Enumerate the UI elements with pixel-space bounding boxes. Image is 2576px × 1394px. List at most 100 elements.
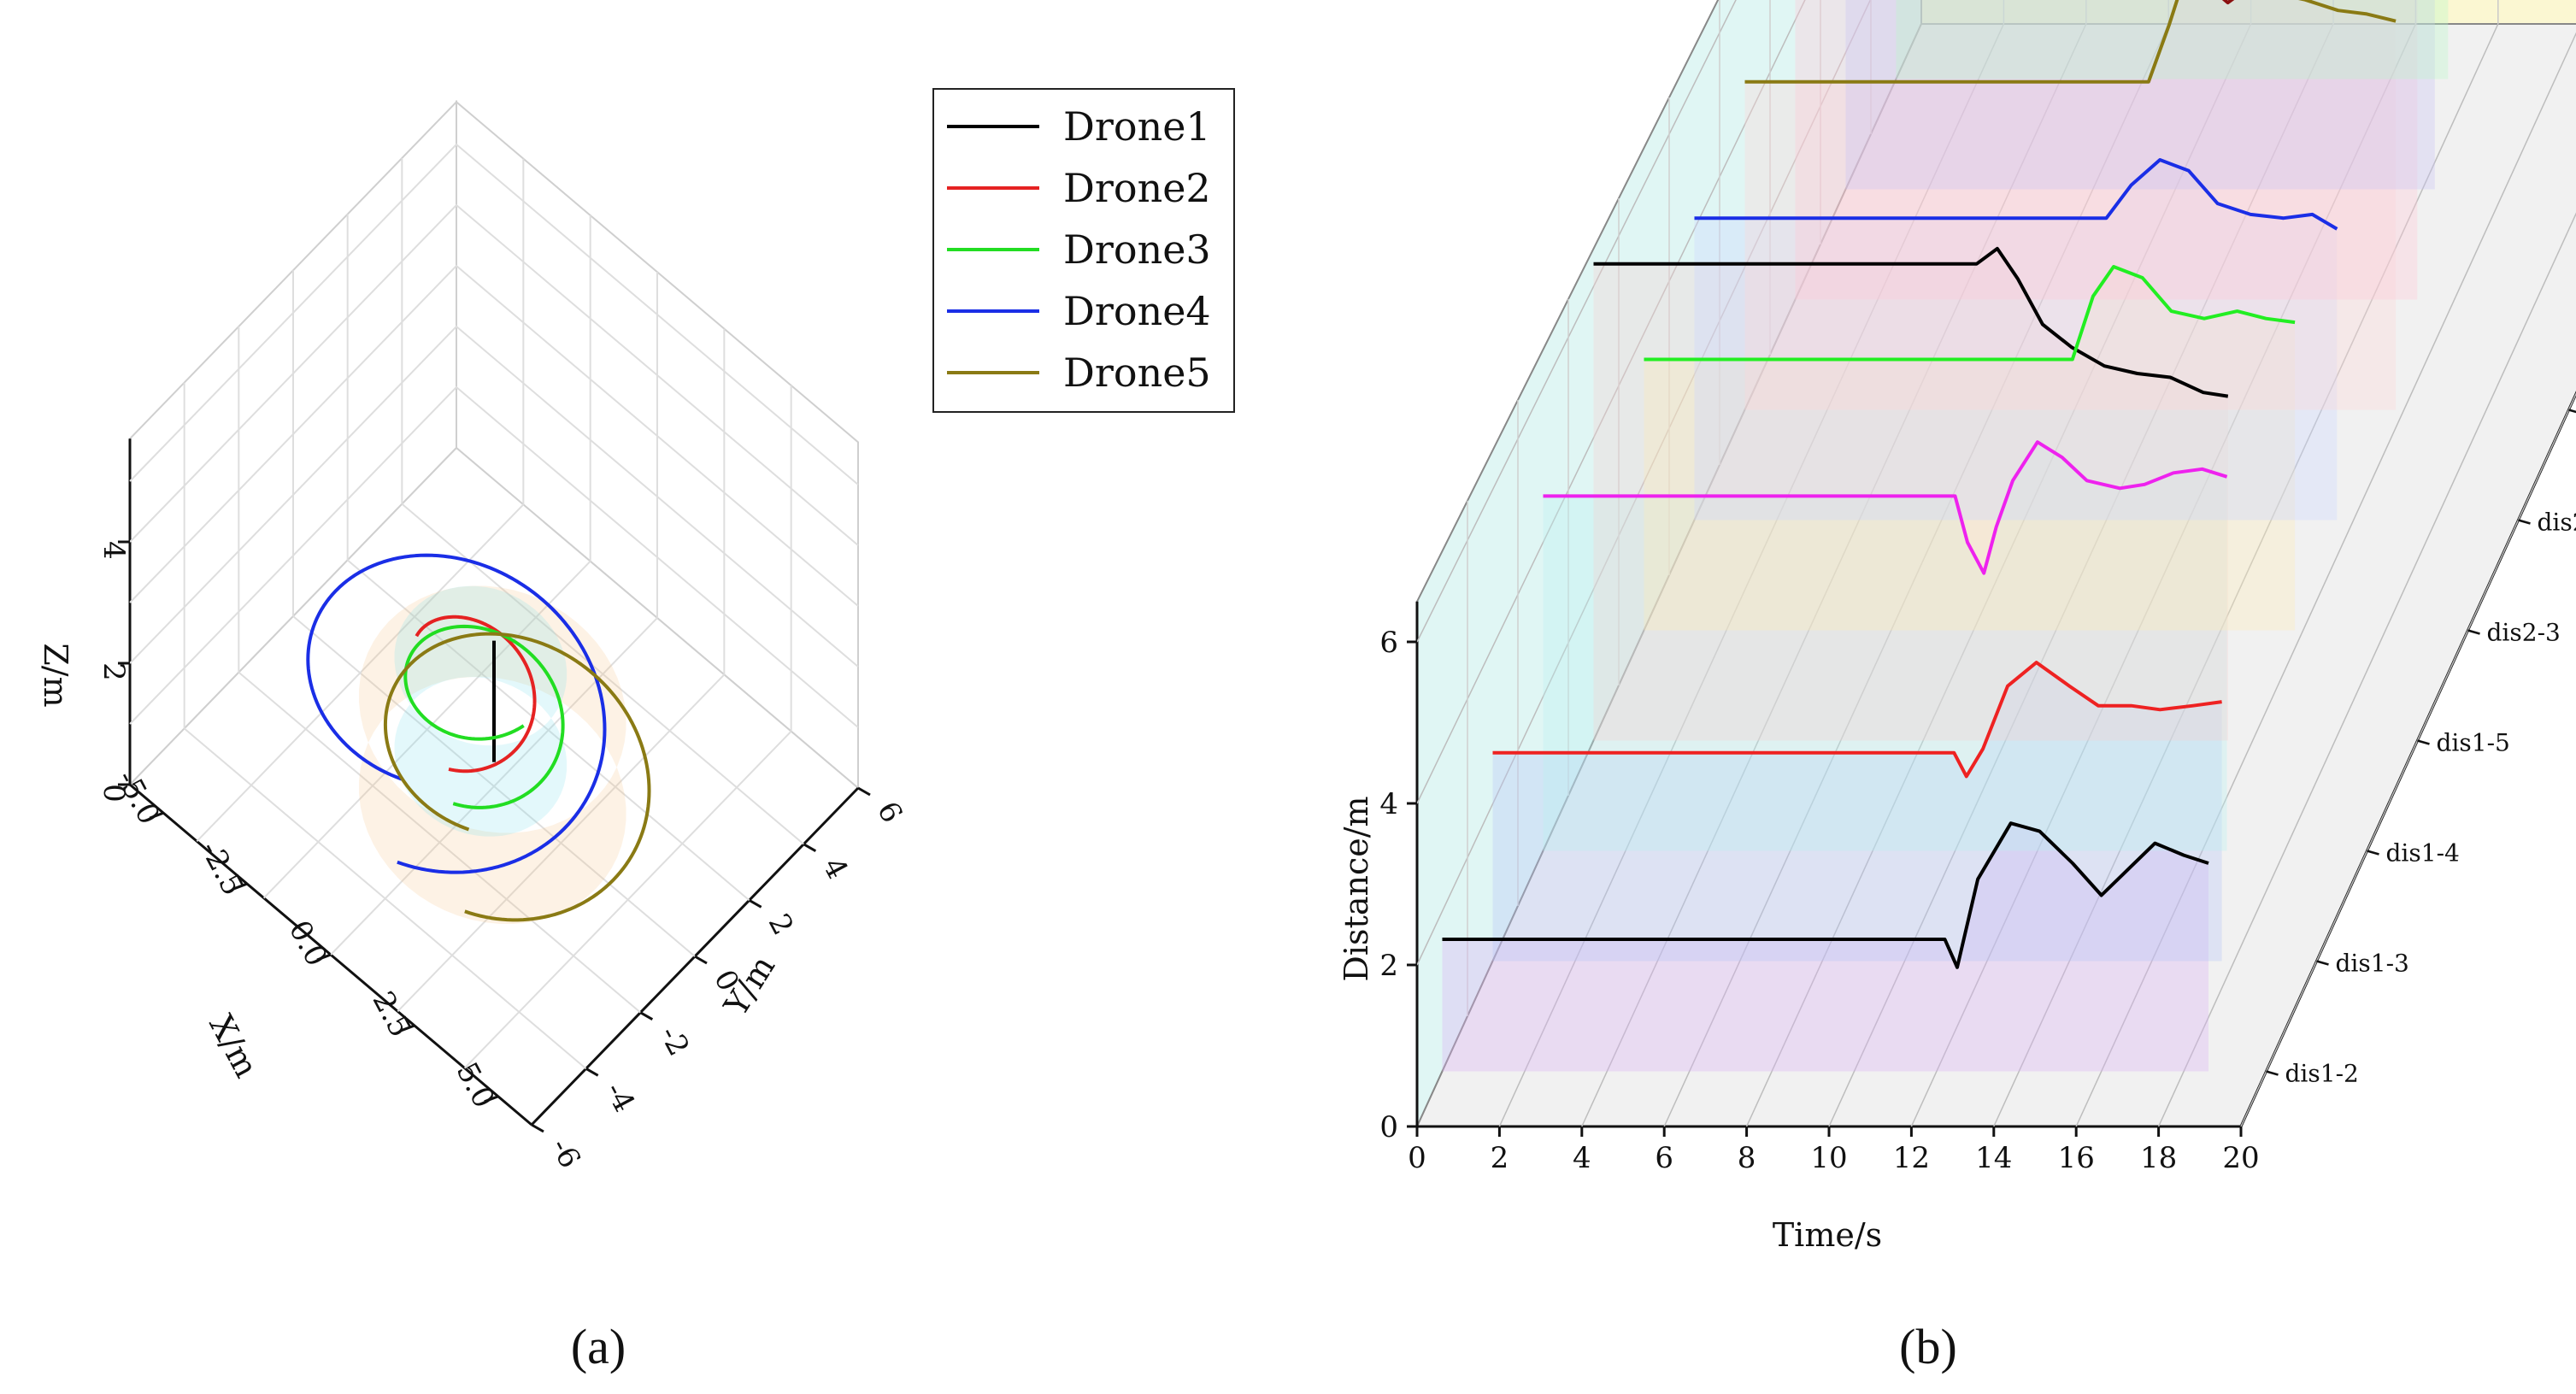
panel-b-x-axis-title: Time/s (1773, 1216, 1882, 1254)
time-tick-label: 0 (1408, 1141, 1426, 1175)
y-tick-mark (585, 1068, 599, 1077)
wall-grid-h (129, 143, 859, 485)
x-tick-mark (316, 953, 332, 962)
ribbon-fill-dis1-2 (1442, 823, 2208, 1072)
z-tick-label: 0 (97, 784, 131, 803)
ribbon-fill-dis3-4 (1795, 0, 2418, 300)
series-line-dis1-5 (1593, 246, 2229, 398)
series-line-dis2-5 (1744, 0, 2397, 84)
legend-label-drone1: Drone1 (1063, 103, 1211, 150)
time-tick-label: 18 (2140, 1141, 2177, 1175)
legend-label-drone2: Drone2 (1063, 165, 1211, 211)
panel-b-x-ticks: 0 2 4 6 8 10 12 14 16 18 20 (1408, 1126, 2260, 1175)
floor-grid-time (1745, 23, 2252, 1127)
category-tick-mark (2266, 1070, 2279, 1076)
z-tick-label: 4 (97, 541, 131, 560)
panel-b-y-axis-title: Distance/m (1338, 796, 1375, 981)
wall-grid-h (129, 264, 859, 607)
floor-grid-time (1663, 23, 2169, 1127)
legend-label-drone3: Drone3 (1063, 226, 1211, 273)
wall-grid-h (129, 385, 859, 728)
panel-a-x-axis-title: X/m (202, 1009, 265, 1084)
floor-grid-time (2240, 392, 2576, 1127)
panel-b-category-labels: dis1-2dis1-3dis1-4dis1-5dis2-3dis2-4dis2… (2266, 409, 2576, 1088)
panel-a-series-layer (306, 553, 651, 922)
y-tick-mark (748, 899, 762, 909)
legend-label-drone5: Drone5 (1063, 350, 1211, 396)
ribbon-fill-dis1-4 (1543, 442, 2227, 851)
x-tick-mark (232, 882, 248, 891)
panel-b-label: (b) (1899, 1319, 1957, 1374)
y-tick-label: 6 (870, 796, 909, 828)
series-line-dis2-3 (1644, 265, 2296, 362)
y-tick-label: 4 (815, 852, 854, 885)
category-tick-mark (2568, 409, 2576, 414)
category-label: dis1-4 (2386, 839, 2460, 868)
floor-grid-time (1993, 23, 2499, 1127)
panel-b-gridlines (1416, 0, 2576, 1127)
ribbon-fill-dis1-3 (1492, 662, 2222, 962)
y-tick-mark (531, 1123, 544, 1133)
outer-cylinder-surface (359, 585, 626, 924)
x-tick-mark (149, 811, 164, 820)
category-tick-mark (2417, 739, 2430, 745)
ribbon-fill-dis2-3 (1644, 267, 2296, 631)
panel-a-legend: Drone1 Drone2 Drone3 Drone4 Drone5 (932, 88, 1235, 413)
series-line-dis1-2 (1442, 821, 2209, 969)
y-tick-label: 2 (762, 909, 800, 941)
y-tick-label: -2 (652, 1021, 696, 1062)
legend-label-drone4: Drone4 (1063, 288, 1211, 334)
z-tick-label: 2 (97, 662, 131, 681)
wall-grid-h (129, 325, 859, 668)
wall-grid-h (129, 203, 859, 546)
distance-tick-label: 0 (1379, 1110, 1398, 1144)
wall-grid-distance (1416, 0, 1806, 804)
panel-a-z-axis-title: Z/m (37, 643, 74, 707)
floor-grid-time (2075, 32, 2576, 1127)
time-tick-label: 20 (2222, 1141, 2259, 1175)
y-tick-mark (857, 786, 871, 797)
time-tick-label: 6 (1655, 1141, 1673, 1175)
time-tick-label: 12 (1893, 1141, 1930, 1175)
category-tick-mark (2316, 960, 2329, 966)
x-tick-mark (484, 1095, 499, 1103)
time-tick-label: 10 (1810, 1141, 1847, 1175)
time-tick-label: 4 (1573, 1141, 1591, 1175)
panel-b-ribbon-fills (1442, 0, 2449, 1072)
panel-a-label: (a) (571, 1319, 626, 1374)
trajectory-drone3 (403, 624, 565, 809)
ribbon-fill-dis2-5 (1744, 0, 2397, 410)
floor-grid-time (1910, 23, 2417, 1127)
trajectory-drone4 (306, 553, 607, 874)
category-label: dis1-3 (2336, 950, 2409, 978)
category-label: dis1-2 (2285, 1060, 2359, 1088)
distance-tick-label: 6 (1379, 626, 1398, 660)
y-tick-mark (803, 843, 817, 852)
time-tick-label: 8 (1738, 1141, 1756, 1175)
floor-grid-time (1498, 23, 2005, 1127)
y-tick-label: -6 (544, 1132, 587, 1173)
x-tick-mark (400, 1024, 415, 1032)
series-line-dis1-3 (1492, 661, 2222, 779)
panel-b-y-ticks: 0 2 4 6 (1379, 626, 1417, 1144)
trajectory-drone5 (383, 632, 651, 922)
y-tick-mark (694, 955, 708, 965)
category-tick-mark (2467, 629, 2480, 635)
panel-b-series-layer (1442, 0, 2397, 969)
panel-a-y-axis-title: Y/m (716, 949, 782, 1023)
panel-b-waterfall-chart: 0 2 4 6 8 10 12 14 16 18 20 0 2 4 6 dis1-2 dis1-3 dis1-… (1338, 0, 2576, 1374)
ribbon-fill-dis4-5 (1896, 0, 2449, 79)
panel-a-z-ticks: 0 2 4 (97, 540, 131, 803)
wall-grid-distance (1416, 0, 1737, 643)
category-label: dis1-5 (2437, 729, 2510, 757)
category-tick-mark (2518, 519, 2531, 525)
y-tick-label: -4 (598, 1077, 642, 1118)
floor-grid-time (2157, 212, 2576, 1127)
category-tick-mark (2367, 850, 2379, 856)
wall-grid-distance (1416, 0, 1872, 966)
trajectory-drone2 (415, 615, 537, 773)
time-tick-label: 14 (1975, 1141, 2012, 1175)
time-tick-label: 16 (2058, 1141, 2095, 1175)
